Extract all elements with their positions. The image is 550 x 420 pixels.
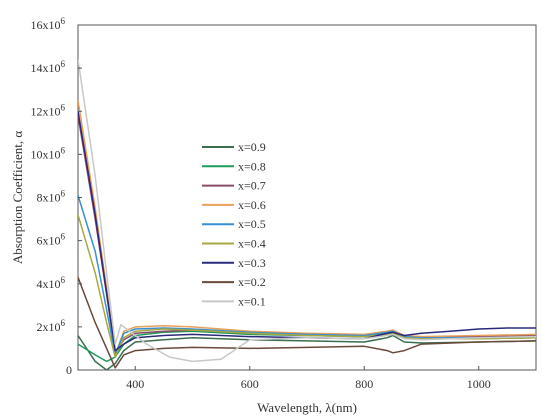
y-tick-label: 12x106 xyxy=(31,102,66,118)
legend-label: x=0.4 xyxy=(238,237,266,251)
series-line-x-0-6 xyxy=(78,100,536,356)
legend-label: x=0.2 xyxy=(238,275,266,289)
y-tick-label: 10x106 xyxy=(31,145,66,161)
plot-area xyxy=(77,24,537,371)
legend-label: x=0.9 xyxy=(238,140,266,154)
legend-label: x=0.5 xyxy=(238,217,266,231)
legend-label: x=0.7 xyxy=(238,179,266,193)
legend-label: x=0.6 xyxy=(238,198,266,212)
series-line-x-0-5 xyxy=(78,195,536,356)
x-tick-label: 400 xyxy=(126,377,144,391)
x-tick-label: 800 xyxy=(355,377,373,391)
x-tick-label: 600 xyxy=(241,377,259,391)
x-axis-title: Wavelength, λ(nm) xyxy=(257,400,357,415)
y-tick-label: 8x106 xyxy=(37,189,66,205)
series-line-x-0-1 xyxy=(78,59,536,363)
y-tick-label: 2x106 xyxy=(37,318,66,334)
series-group xyxy=(78,59,536,370)
legend-label: x=0.1 xyxy=(238,294,266,308)
x-axis: 400 600 800 1000 xyxy=(126,366,491,391)
y-tick-label: 16x106 xyxy=(31,16,66,32)
series-line-x-0-2 xyxy=(78,277,536,369)
series-line-x-0-3 xyxy=(78,111,536,352)
series-line-x-0-4 xyxy=(78,214,536,358)
series-line-x-0-9 xyxy=(78,334,536,370)
x-tick-label: 1000 xyxy=(467,377,491,391)
y-tick-label: 0 xyxy=(66,363,72,377)
y-axis: 0 2x106 4x106 6x106 8x106 10x106 12x106 14x106 1… xyxy=(31,16,82,377)
plot-frame xyxy=(77,24,537,371)
y-tick-label: 14x106 xyxy=(31,59,66,75)
legend-label: x=0.8 xyxy=(238,159,266,173)
legend: x=0.9 x=0.8 x=0.7 x=0.6 x=0.5 x=0.4 x=0.3 x=0.2… xyxy=(202,140,266,308)
y-axis-title: Absorption Coefficient, α xyxy=(10,131,25,264)
series-line-x-0-7 xyxy=(78,115,536,354)
legend-label: x=0.3 xyxy=(238,256,266,270)
y-tick-label: 6x106 xyxy=(37,232,66,248)
y-tick-label: 4x106 xyxy=(37,275,66,291)
